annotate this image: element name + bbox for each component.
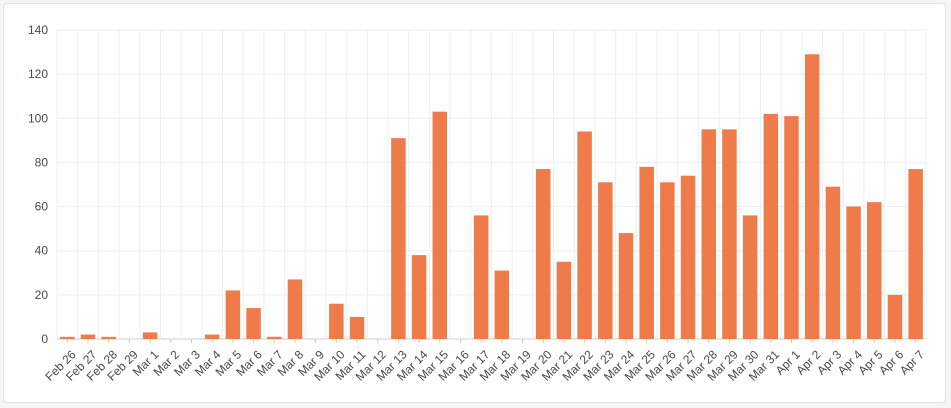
bar[interactable] xyxy=(204,334,220,339)
bar[interactable] xyxy=(846,206,861,339)
bar[interactable] xyxy=(804,54,820,339)
bars xyxy=(60,54,923,340)
y-tick-label: 20 xyxy=(35,288,49,302)
bar[interactable] xyxy=(680,175,696,339)
x-tick-label: Apr 7 xyxy=(897,347,927,377)
bar[interactable] xyxy=(473,215,489,339)
bar[interactable] xyxy=(722,129,737,339)
y-tick-label: 40 xyxy=(35,244,49,258)
bar[interactable] xyxy=(598,182,613,339)
y-tick-label: 120 xyxy=(28,67,48,81)
bar[interactable] xyxy=(639,166,654,339)
bar[interactable] xyxy=(391,138,406,339)
bar[interactable] xyxy=(246,308,261,339)
bar[interactable] xyxy=(701,129,716,339)
bar[interactable] xyxy=(784,116,799,339)
bar[interactable] xyxy=(349,316,365,339)
bar[interactable] xyxy=(60,336,75,339)
y-tick-label: 60 xyxy=(35,200,49,214)
bar[interactable] xyxy=(763,113,779,340)
bar[interactable] xyxy=(494,270,510,339)
bar[interactable] xyxy=(887,294,903,339)
bar[interactable] xyxy=(577,131,592,339)
bar[interactable] xyxy=(867,202,882,339)
bar[interactable] xyxy=(142,332,158,339)
bar[interactable] xyxy=(535,169,551,339)
bar[interactable] xyxy=(287,279,303,339)
y-tick-label: 100 xyxy=(28,111,48,125)
bar[interactable] xyxy=(411,255,427,339)
bar[interactable] xyxy=(80,334,96,339)
bar[interactable] xyxy=(556,261,572,339)
bar[interactable] xyxy=(329,303,344,339)
bar[interactable] xyxy=(825,186,841,339)
grid-lines xyxy=(56,29,927,340)
bar[interactable] xyxy=(660,182,675,339)
y-tick-label: 0 xyxy=(41,332,48,346)
bar[interactable] xyxy=(742,215,758,339)
bar[interactable] xyxy=(225,290,241,339)
bar[interactable] xyxy=(908,169,923,339)
bar[interactable] xyxy=(101,336,116,339)
bar[interactable] xyxy=(618,233,634,339)
y-axis-ticks: 0 20 40 60 80 100 120 140 xyxy=(28,23,48,346)
bar[interactable] xyxy=(432,111,448,339)
y-tick-label: 140 xyxy=(28,23,48,37)
y-tick-label: 80 xyxy=(35,155,49,169)
bar[interactable] xyxy=(267,336,282,339)
